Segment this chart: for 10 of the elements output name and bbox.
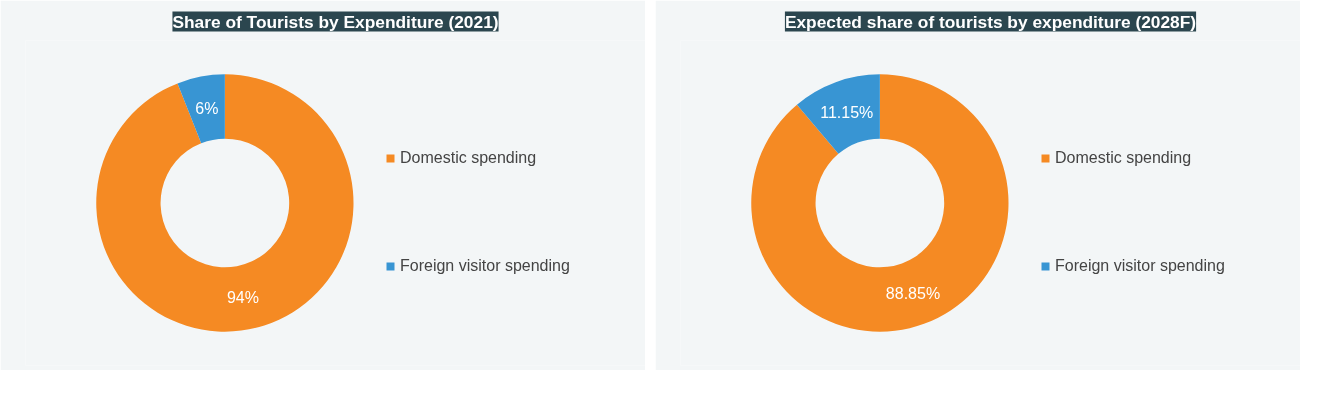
- data-label: 94%: [226, 288, 259, 306]
- chart-title: Expected share of tourists by expenditure (2028F): [784, 11, 1197, 32]
- data-label: 88.85%: [885, 284, 941, 302]
- legend-label: Foreign visitor spending: [400, 257, 570, 275]
- data-label: 6%: [195, 100, 219, 118]
- legend-label: Domestic spending: [1055, 149, 1192, 167]
- legend-label: Foreign visitor spending: [1055, 257, 1225, 275]
- legend-label: Domestic spending: [400, 149, 537, 167]
- data-label: 11.15%: [820, 104, 874, 122]
- chart-title: Share of Tourists by Expenditure (2021): [172, 11, 499, 32]
